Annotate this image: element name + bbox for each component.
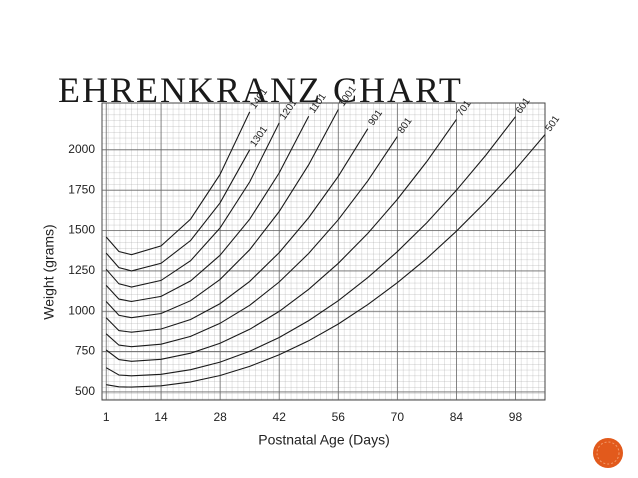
x-tick-label: 56 bbox=[332, 410, 346, 424]
curve-label: 501 bbox=[544, 114, 563, 134]
x-tick-label: 14 bbox=[154, 410, 168, 424]
x-tick-label: 98 bbox=[509, 410, 523, 424]
plot: 500 750 1000 1250 1500 1750 2000 1 14 28 42 56 70 84 9… bbox=[68, 84, 562, 424]
curve bbox=[105, 116, 516, 377]
curve bbox=[106, 134, 546, 388]
y-tick-label: 2000 bbox=[68, 142, 95, 156]
x-tick-label: 1 bbox=[103, 410, 110, 424]
x-axis-title: Postnatal Age (Days) bbox=[258, 432, 390, 448]
slide-badge bbox=[593, 438, 623, 468]
y-axis-title: Weight (grams) bbox=[41, 224, 57, 319]
x-tick-label: 70 bbox=[391, 410, 405, 424]
y-tick-label: 1000 bbox=[68, 303, 95, 317]
curve bbox=[105, 128, 369, 333]
x-tick-label: 42 bbox=[273, 410, 287, 424]
curve bbox=[105, 115, 310, 303]
x-tick-label: 84 bbox=[450, 410, 464, 424]
curve bbox=[105, 119, 457, 362]
y-tick-label: 1250 bbox=[68, 263, 95, 277]
curve bbox=[105, 111, 251, 256]
y-tick-label: 750 bbox=[75, 344, 95, 358]
y-tick-label: 500 bbox=[75, 384, 95, 398]
y-tick-label: 1500 bbox=[68, 223, 95, 237]
plot-area bbox=[101, 102, 546, 401]
curve bbox=[105, 109, 339, 319]
x-tick-label: 28 bbox=[213, 410, 227, 424]
curve bbox=[105, 136, 398, 348]
curve bbox=[105, 122, 280, 288]
curve bbox=[105, 149, 251, 272]
y-tick-label: 1750 bbox=[68, 182, 95, 196]
